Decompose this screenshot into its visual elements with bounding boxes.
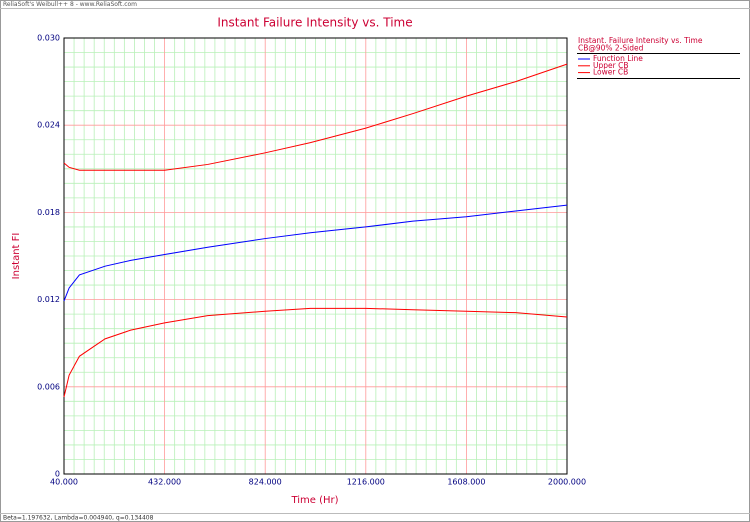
chart-title: Instant Failure Intensity vs. Time	[217, 16, 412, 30]
x-tick-label: 432.000	[148, 478, 181, 487]
y-tick-label: 0.006	[37, 382, 60, 391]
footer: Beta=1.197632, Lambda=0.004940, q=0.1344…	[3, 515, 154, 522]
x-tick-label: 2000.000	[548, 478, 586, 487]
grid	[63, 37, 568, 475]
x-tick-label: 1216.000	[347, 478, 385, 487]
x-tick-label: 824.000	[249, 478, 282, 487]
y-tick-label: 0.012	[37, 295, 60, 304]
y-axis-label: Instant FI	[11, 233, 22, 280]
legend-label: Function Line	[593, 54, 643, 63]
series-line	[63, 204, 568, 302]
y-tick-label: 0.024	[37, 121, 60, 130]
legend-label: Upper CB	[593, 61, 628, 70]
legend-subtitle: CB@90% 2-Sided	[578, 44, 644, 53]
y-tick-label: 0.018	[37, 208, 60, 217]
y-tick-label: 0.030	[37, 34, 60, 43]
plot-border	[63, 37, 568, 475]
series-line	[63, 307, 568, 398]
header: ReliaSoft's Weibull++ 8 - www.ReliaSoft.…	[3, 1, 137, 8]
legend-label: Lower CB	[593, 68, 628, 77]
x-tick-label: 1608.000	[447, 478, 485, 487]
series-line	[63, 63, 568, 171]
y-tick-label: 0	[55, 470, 60, 479]
x-tick-label: 40.000	[50, 478, 78, 487]
legend-title: Instant. Failure Intensity vs. Time	[578, 36, 703, 45]
x-axis-label: Time (Hr)	[290, 495, 338, 506]
